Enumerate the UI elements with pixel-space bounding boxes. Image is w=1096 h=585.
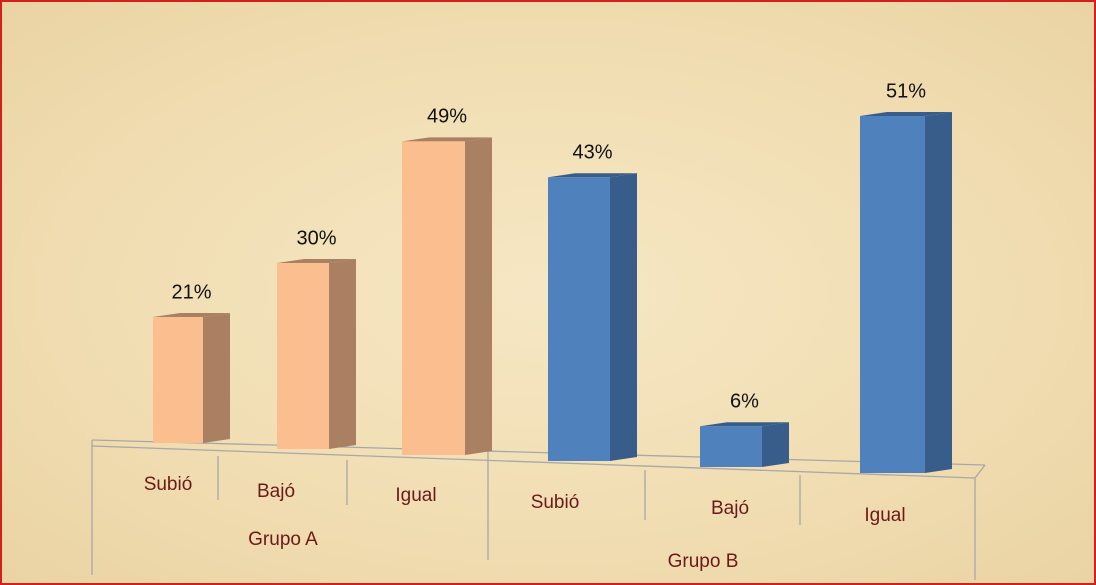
value-label: 6% (730, 390, 759, 412)
bar (402, 141, 465, 455)
bar-side (925, 112, 952, 473)
bar-top (860, 112, 952, 116)
bar-side (762, 422, 789, 467)
floor (91, 439, 986, 580)
value-label: 43% (572, 141, 612, 163)
bar-side (610, 173, 637, 461)
bar-top (277, 259, 356, 263)
x-tick-label: Igual (395, 485, 436, 506)
value-label: 21% (171, 281, 211, 303)
bar (860, 116, 925, 473)
bar-top (548, 173, 637, 178)
x-tick-label: Bajó (257, 481, 295, 502)
bar (277, 263, 329, 449)
bar (153, 317, 203, 443)
x-tick-label: Igual (864, 505, 905, 526)
bar-top (402, 137, 492, 142)
bar-side (329, 259, 356, 449)
bar (548, 177, 610, 461)
group-label: Grupo B (668, 551, 739, 572)
x-tick-label: Subió (531, 492, 580, 513)
value-label: 49% (427, 106, 467, 128)
bar-top (153, 313, 230, 317)
x-tick-label: Subió (144, 474, 193, 495)
bar (700, 426, 762, 467)
value-label: 51% (886, 80, 926, 102)
value-label: 30% (296, 227, 336, 249)
bar-side (203, 313, 230, 443)
bar-top (700, 422, 789, 427)
bar-side (465, 137, 492, 455)
group-label: Grupo A (248, 529, 318, 550)
x-tick-label: Bajó (711, 498, 749, 519)
